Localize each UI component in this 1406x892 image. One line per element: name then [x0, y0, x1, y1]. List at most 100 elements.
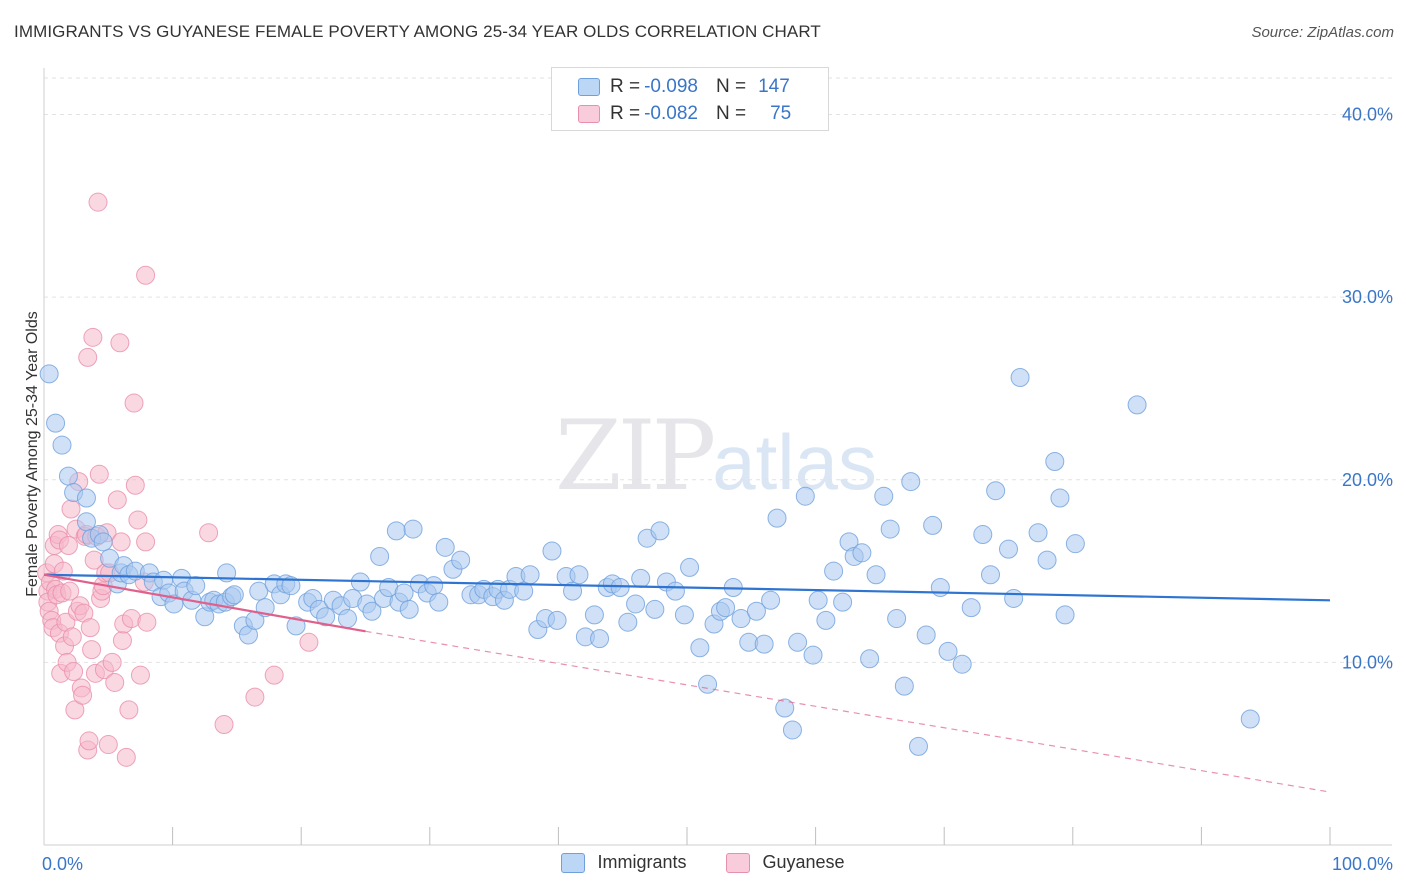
immigrants-point-131	[887, 609, 907, 629]
immigrants-point-107	[716, 598, 736, 618]
immigrants-point-102	[680, 557, 700, 577]
immigrants-point-122	[824, 561, 844, 581]
immigrants-point-117	[788, 632, 808, 652]
guyanese-point-70	[136, 265, 156, 285]
legend-item-guyanese[interactable]: Guyanese	[726, 852, 845, 873]
guyanese-point-38	[80, 618, 100, 638]
guyanese-point-71	[137, 612, 157, 632]
immigrants-point-43	[286, 616, 306, 636]
legend-row-guyanese: R = -0.082 N = 75	[578, 100, 791, 128]
guyanese-point-73	[214, 714, 234, 734]
immigrants-point-95	[631, 568, 651, 588]
immigrants-point-42	[281, 576, 301, 596]
immigrants-point-123	[833, 592, 853, 612]
immigrants-point-152	[1065, 534, 1085, 554]
immigrants-point-127	[860, 649, 880, 669]
guyanese-trend-line	[43, 573, 366, 633]
legend-swatch-guyanese	[726, 852, 751, 873]
immigrants-point-0	[39, 364, 59, 384]
chart-title: IMMIGRANTS VS GUYANESE FEMALE POVERTY AM…	[14, 22, 821, 41]
trend-lines	[43, 573, 1331, 793]
y-tick-label-10: 10.0%	[1342, 652, 1393, 672]
immigrants-point-50	[337, 609, 357, 629]
guyanese-point-55	[105, 672, 125, 692]
guyanese-point-76	[299, 632, 319, 652]
guyanese-point-45	[89, 464, 109, 484]
immigrants-point-85	[563, 581, 583, 601]
immigrants-point-79	[520, 565, 540, 585]
immigrants-point-54	[362, 601, 382, 621]
watermark-atlas: atlas	[712, 418, 877, 506]
guyanese-point-69	[136, 532, 156, 552]
immigrants-point-132	[894, 676, 914, 696]
immigrants-point-89	[590, 629, 610, 649]
immigrants-point-148	[1037, 550, 1057, 570]
immigrants-point-65	[424, 576, 444, 596]
immigrants-point-25	[186, 576, 206, 596]
immigrants-point-5	[76, 488, 96, 508]
immigrants-point-97	[645, 599, 665, 619]
guyanese-point-31	[73, 685, 93, 705]
grid-lines	[44, 77, 1392, 663]
legend-swatch-guyanese	[578, 105, 600, 123]
immigrants-point-66	[429, 592, 449, 612]
immigrants-point-82	[542, 541, 562, 561]
immigrants-point-62	[403, 519, 423, 539]
immigrants-point-83	[547, 610, 567, 630]
immigrants-point-3	[58, 466, 78, 486]
immigrants-point-119	[803, 645, 823, 665]
legend-swatch-immigrants	[561, 852, 586, 873]
legend-r-value: -0.082	[644, 103, 698, 124]
guyanese-points	[37, 192, 319, 767]
immigrants-point-139	[952, 654, 972, 674]
y-axis-label: Female Poverty Among 25-34 Year Olds	[24, 311, 41, 597]
immigrants-point-134	[908, 736, 928, 756]
source-label: Source: ZipAtlas.com	[1251, 24, 1394, 41]
guyanese-point-66	[128, 510, 148, 530]
immigrants-point-141	[973, 525, 993, 545]
legend-label-immigrants: Immigrants	[597, 852, 687, 872]
y-tick-label-40: 40.0%	[1342, 105, 1393, 125]
immigrants-point-137	[930, 578, 950, 598]
legend-n-label: N =	[715, 103, 747, 124]
immigrants-point-86	[569, 565, 589, 585]
immigrants-point-115	[775, 698, 795, 718]
immigrants-point-120	[808, 590, 828, 610]
immigrants-point-126	[852, 543, 872, 563]
x-tick-label-0: 0.0%	[42, 854, 83, 874]
guyanese-point-62	[119, 700, 139, 720]
guyanese-point-75	[264, 665, 284, 685]
guyanese-point-58	[111, 532, 131, 552]
guyanese-point-36	[78, 347, 98, 367]
immigrants-point-1	[46, 413, 66, 433]
guyanese-point-67	[130, 665, 150, 685]
guyanese-point-63	[121, 609, 141, 629]
immigrants-point-47	[316, 607, 336, 627]
immigrants-point-146	[1010, 367, 1030, 387]
legend-item-immigrants[interactable]: Immigrants	[561, 852, 686, 873]
immigrants-point-135	[916, 625, 936, 645]
immigrants-point-33	[224, 585, 244, 605]
immigrants-trend-line	[43, 573, 1331, 602]
immigrants-point-153	[1127, 395, 1147, 415]
immigrants-point-93	[618, 612, 638, 632]
legend-label-guyanese: Guyanese	[762, 852, 845, 872]
guyanese-point-40	[83, 327, 103, 347]
immigrants-point-140	[961, 598, 981, 618]
immigrants-point-147	[1028, 523, 1048, 543]
guyanese-point-25	[65, 700, 85, 720]
x-tick-label-100: 100.0%	[1332, 854, 1393, 874]
guyanese-point-22	[61, 499, 81, 519]
immigrants-point-112	[754, 634, 774, 654]
tick-labels: 10.0% 20.0% 30.0% 40.0% 0.0% 100.0%	[42, 105, 1393, 874]
immigrants-point-60	[394, 583, 414, 603]
guyanese-point-64	[124, 393, 144, 413]
immigrants-point-138	[938, 641, 958, 661]
correlation-legend: R = -0.098 N = 147 R = -0.082 N = 75	[551, 67, 829, 131]
immigrants-point-109	[731, 609, 751, 629]
immigrants-point-136	[923, 515, 943, 535]
guyanese-point-65	[125, 475, 145, 495]
immigrants-point-116	[782, 720, 802, 740]
immigrants-point-37	[249, 581, 269, 601]
immigrants-point-133	[901, 472, 921, 492]
